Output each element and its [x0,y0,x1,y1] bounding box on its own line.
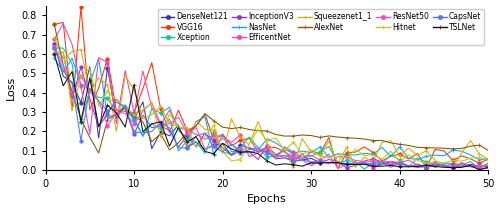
X-axis label: Epochs: Epochs [247,194,287,205]
Legend: DenseNet121, VGG16, Xception, InceptionV3, NasNet, EfficentNet, Squeezenet1_1, A: DenseNet121, VGG16, Xception, InceptionV… [158,9,484,45]
Y-axis label: Loss: Loss [6,76,16,100]
